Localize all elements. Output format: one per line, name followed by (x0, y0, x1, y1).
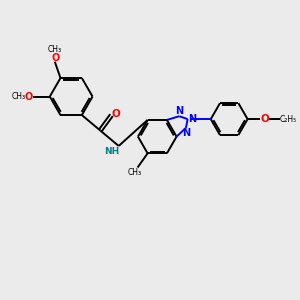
Text: O: O (25, 92, 33, 102)
Text: N: N (182, 128, 190, 138)
Text: CH₃: CH₃ (11, 92, 26, 101)
Text: N: N (175, 106, 183, 116)
Text: O: O (51, 53, 59, 63)
Text: O: O (260, 114, 269, 124)
Text: CH₃: CH₃ (128, 168, 142, 177)
Text: CH₃: CH₃ (48, 45, 62, 54)
Text: O: O (111, 109, 120, 118)
Text: N: N (189, 114, 197, 124)
Text: C₂H₅: C₂H₅ (280, 115, 297, 124)
Text: NH: NH (104, 147, 120, 156)
